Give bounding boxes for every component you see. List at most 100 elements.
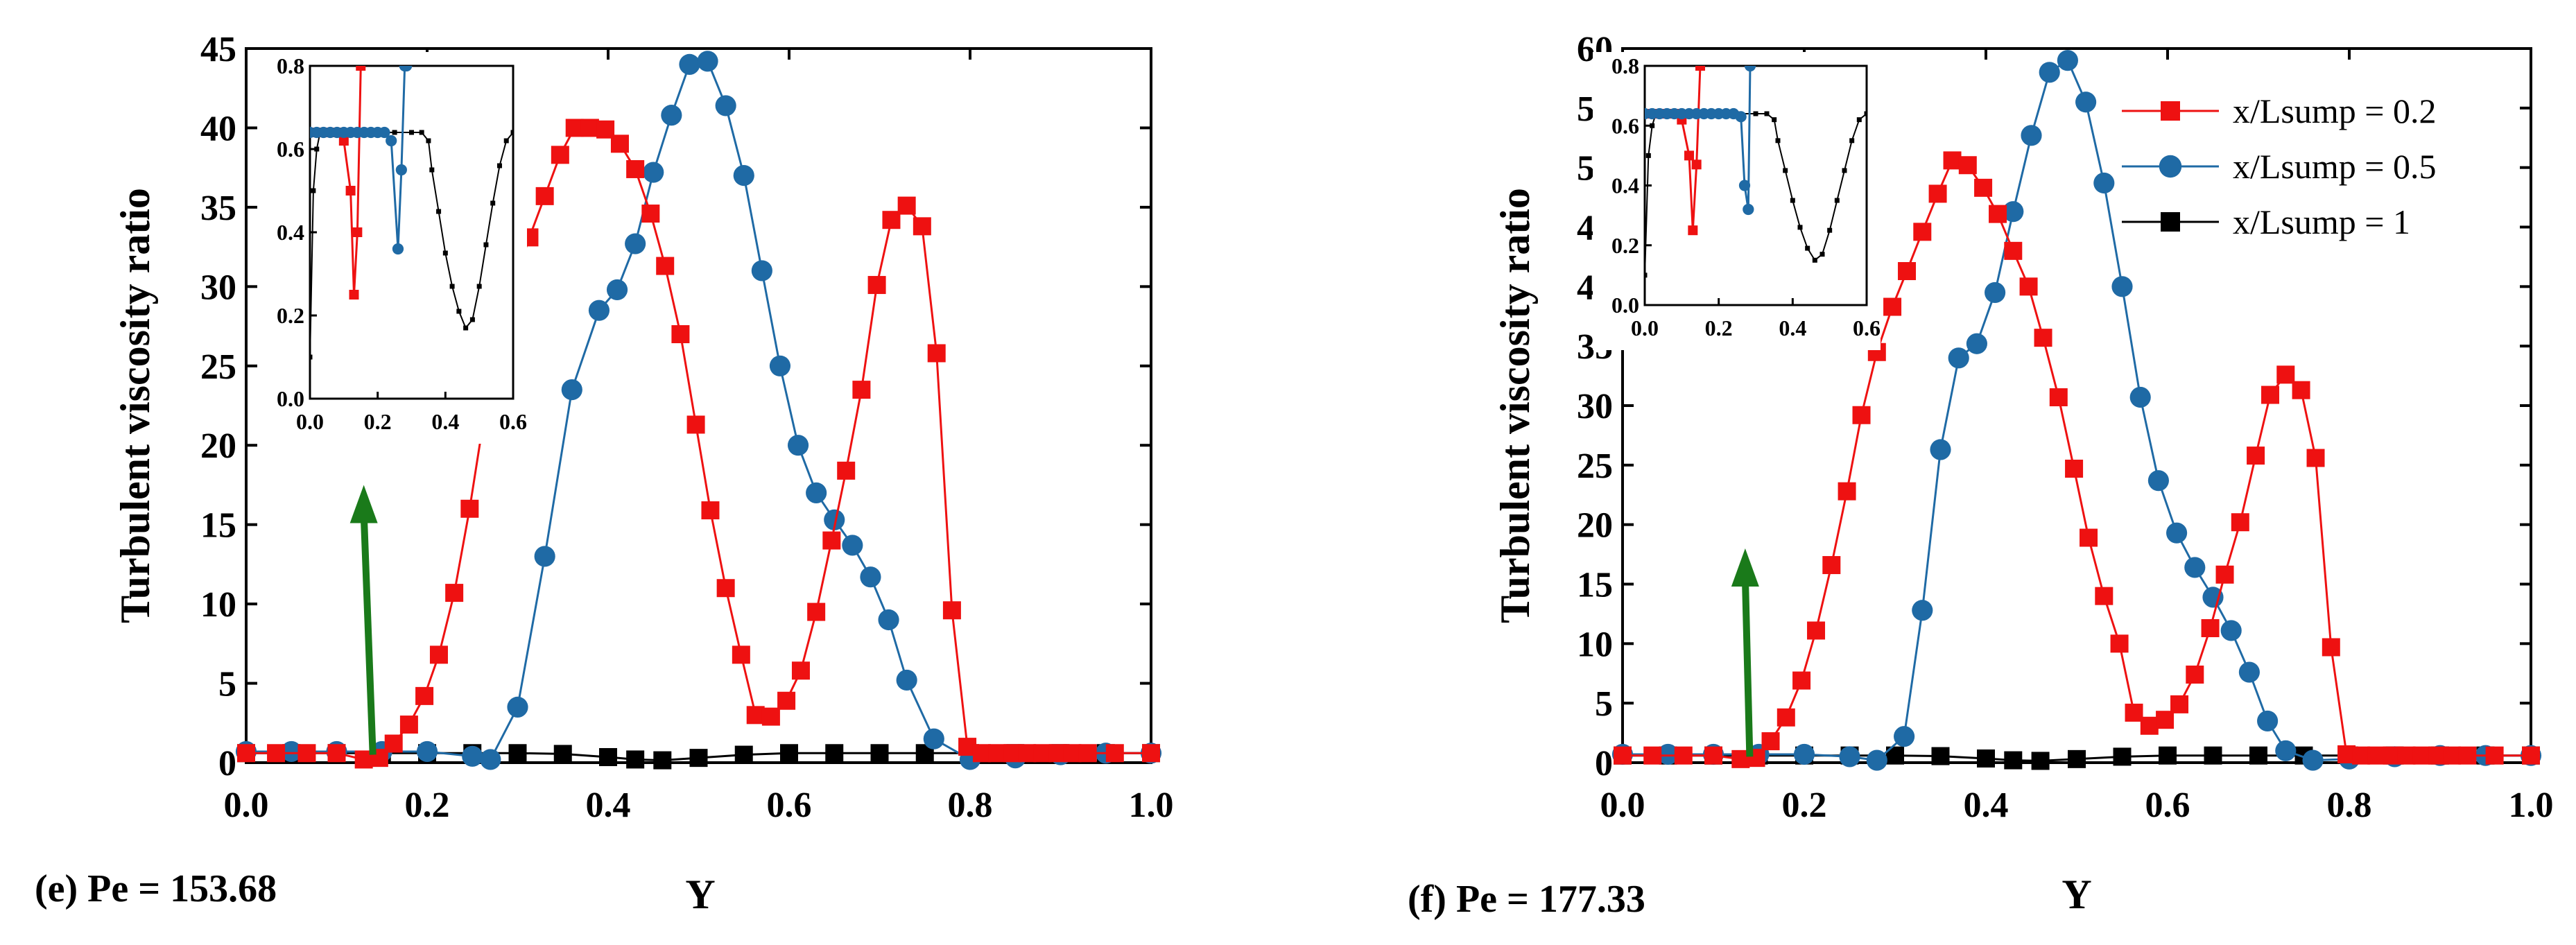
y-tick-label: 20: [1577, 506, 1613, 546]
data-point: [1894, 726, 1915, 747]
data-point: [551, 146, 569, 164]
inset-data-point: [1849, 138, 1855, 144]
data-point: [2458, 746, 2477, 765]
legend-marker: [2161, 212, 2180, 232]
data-point: [777, 691, 796, 710]
data-point: [1704, 746, 1722, 765]
data-point: [2065, 459, 2084, 478]
data-point: [1674, 746, 1693, 765]
data-point: [897, 196, 916, 215]
inset-data-point: [392, 130, 397, 135]
y-tick-label: 45: [200, 30, 236, 69]
data-point: [2231, 513, 2249, 532]
data-point: [656, 257, 675, 275]
data-point: [2021, 125, 2042, 146]
inset-y-tick-label: 0.4: [1611, 173, 1639, 198]
data-point: [2249, 746, 2267, 765]
inset-data-point: [442, 250, 448, 256]
data-point: [2322, 638, 2340, 657]
data-point: [1078, 744, 1097, 763]
annotation-arrow: [1731, 548, 1759, 757]
inset-chart: 0.0 0.2 0.4 0.6 0.0 0.2 0.4 0.6 0.8: [1593, 52, 1881, 350]
inset-data-point: [1827, 227, 1833, 233]
inset-data-point: [496, 163, 502, 168]
data-point: [653, 751, 672, 770]
data-point: [2367, 746, 2386, 765]
data-point: [697, 51, 718, 72]
data-point: [384, 734, 403, 753]
data-point: [852, 381, 871, 399]
inset-x-tick-label: 0.4: [1779, 315, 1806, 340]
data-point: [2275, 740, 2297, 761]
y-axis-label: Turbulent viscosity ratio: [1492, 188, 1538, 623]
panel-caption: (e) Pe = 153.68: [35, 867, 277, 910]
inset-data-point: [1695, 66, 1705, 71]
data-point: [460, 499, 479, 518]
inset-data-point: [1691, 159, 1702, 170]
data-point: [237, 744, 255, 763]
y-tick-label: 35: [200, 189, 236, 228]
data-point: [2220, 620, 2242, 641]
data-point: [806, 482, 827, 503]
inset-data-point: [1688, 225, 1698, 236]
data-point: [824, 509, 845, 530]
data-point: [1105, 744, 1124, 763]
data-point: [2057, 50, 2078, 71]
data-point: [1657, 743, 1679, 765]
data-point: [580, 119, 599, 137]
inset-y-tick-label: 0.2: [1611, 233, 1639, 258]
data-point: [429, 645, 448, 664]
data-point: [2186, 665, 2204, 684]
data-point: [1777, 708, 1795, 727]
inset-data-point: [310, 354, 313, 360]
arrow-shaft: [360, 512, 377, 755]
data-point: [588, 300, 610, 321]
data-point: [445, 584, 464, 602]
data-point: [1930, 439, 1951, 460]
inset-data-point: [1790, 198, 1795, 203]
inset-y-tick-label: 0.2: [277, 303, 304, 328]
inset-data-point: [1645, 272, 1648, 278]
data-point: [2110, 634, 2129, 653]
x-tick-label: 0.6: [767, 786, 812, 825]
data-point: [661, 105, 682, 126]
data-point: [896, 669, 917, 691]
y-tick-label: 5: [1595, 684, 1613, 724]
data-point: [860, 566, 881, 588]
data-point: [2039, 62, 2060, 83]
inset-data-point: [1783, 168, 1788, 173]
inset-data-point: [419, 130, 424, 135]
data-point: [2257, 710, 2279, 731]
data-point: [480, 749, 501, 770]
x-tick-label: 0.8: [2327, 786, 2372, 825]
data-point: [643, 162, 664, 183]
legend-marker: [2159, 155, 2182, 178]
x-tick-label: 0.2: [1782, 786, 1827, 825]
data-point: [535, 187, 554, 205]
inset-y-tick-label: 0.4: [277, 220, 304, 245]
inset-data-point: [1797, 225, 1803, 230]
inset-x-tick-label: 0.2: [364, 409, 392, 434]
data-point: [2261, 385, 2280, 404]
data-point: [1807, 621, 1826, 640]
inset-data-point: [386, 135, 397, 147]
y-tick-label: 30: [1577, 387, 1613, 426]
x-axis-label: Y: [2061, 872, 2091, 917]
y-tick-label: 40: [200, 109, 236, 148]
data-point: [2184, 557, 2206, 578]
inset-series-x-lsump-0-5: [1645, 66, 1756, 216]
data-point: [878, 609, 899, 631]
data-point: [1958, 156, 1977, 175]
data-point: [1977, 749, 1995, 768]
inset-data-point: [469, 317, 475, 322]
inset-chart: 0.0 0.2 0.4 0.6 0.0 0.2 0.4 0.6 0.8: [258, 52, 527, 444]
data-point: [2129, 386, 2151, 408]
data-point: [534, 546, 555, 567]
data-point: [2443, 746, 2462, 765]
inset-data-point: [395, 164, 407, 176]
inset-y-tick-label: 0.0: [1611, 293, 1639, 318]
y-tick-label: 0: [218, 744, 236, 783]
data-point: [507, 696, 528, 718]
inset-data-point: [311, 188, 316, 193]
